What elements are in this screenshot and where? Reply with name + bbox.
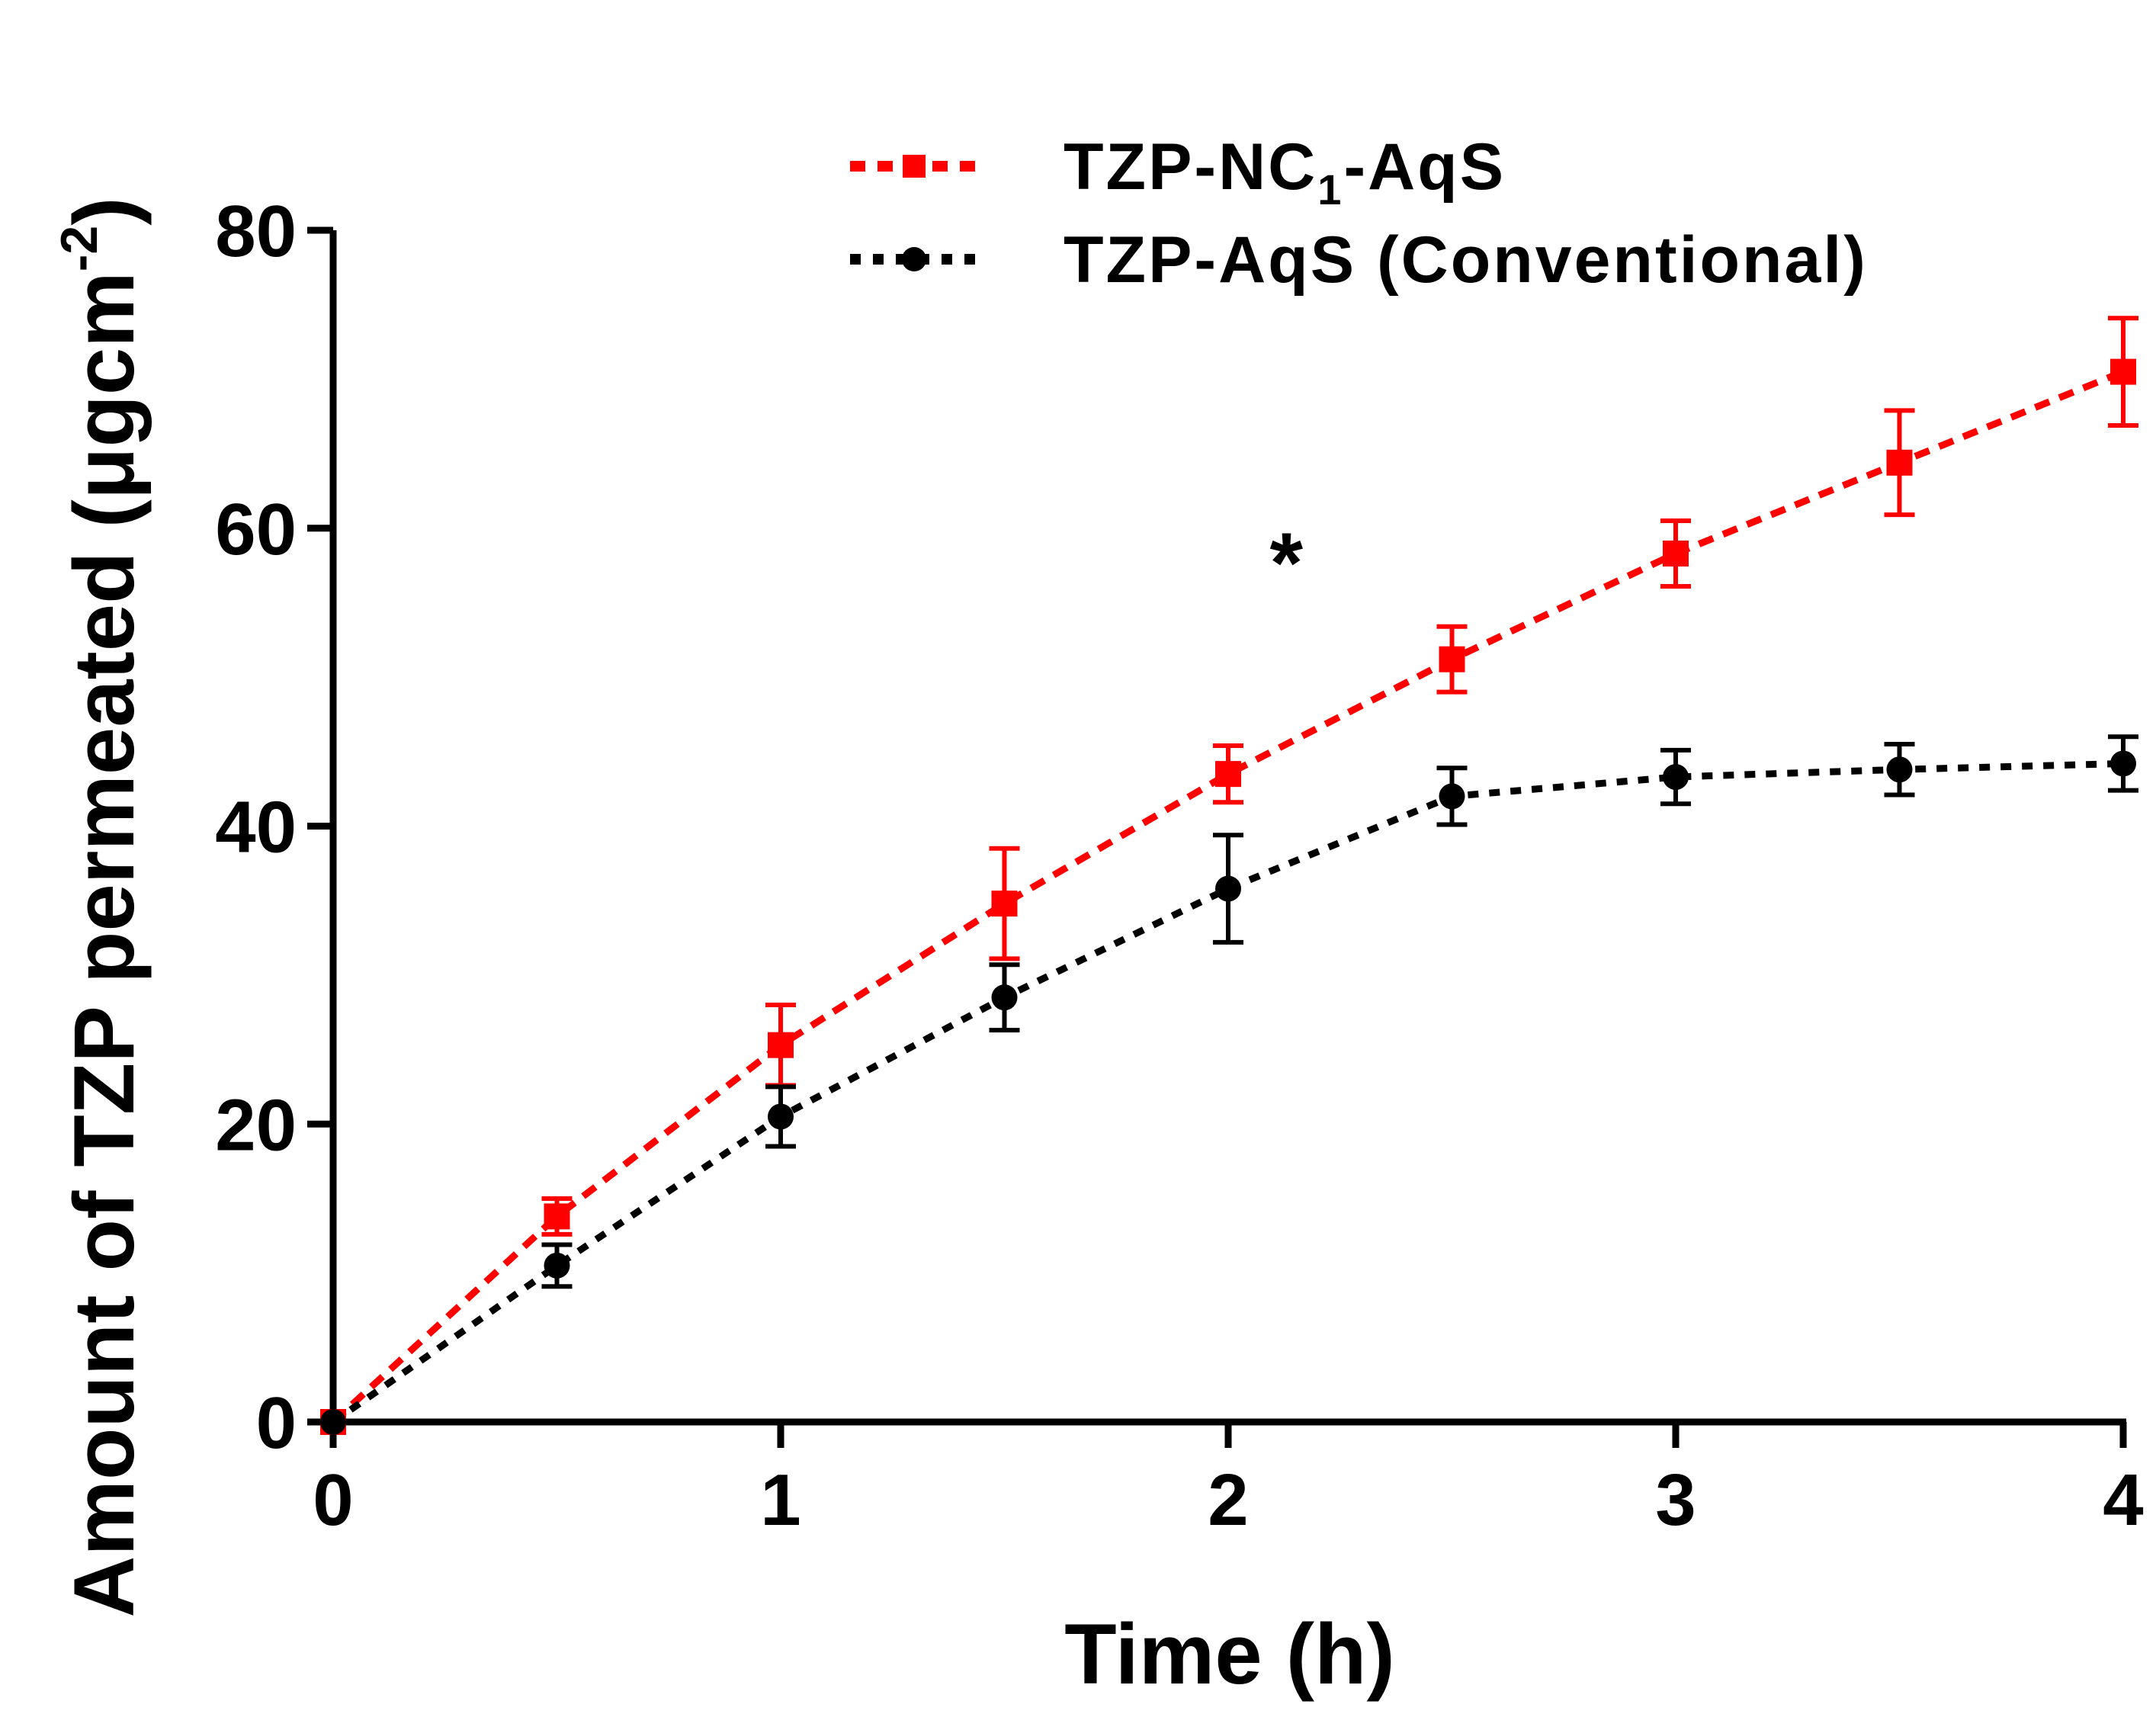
y-tick-label: 0: [256, 1382, 297, 1464]
legend-label-nc1: TZP-NC1-AqS: [1064, 130, 1506, 213]
x-tick-label: 3: [1655, 1459, 1696, 1541]
significance-asterisk: *: [1270, 515, 1304, 611]
data-point-conventional: [1886, 756, 1913, 783]
data-point-nc1: [1215, 761, 1241, 788]
legend-entry-nc1: TZP-NC1-AqS: [850, 130, 1506, 213]
legend-label-nc1-tail: -AqS: [1343, 130, 1506, 204]
legend-label-nc1-sub: 1: [1317, 165, 1343, 213]
series-line-nc1: [330, 368, 2125, 1425]
data-point-nc1: [544, 1203, 570, 1230]
data-point-conventional: [1663, 764, 1689, 791]
legend-label-nc1-main: TZP-NC: [1064, 130, 1317, 204]
data-point-conventional: [768, 1103, 794, 1130]
x-axis-title: Time (h): [1064, 1606, 1395, 1702]
y-axis-title-close: ): [56, 197, 152, 225]
legend-label-conventional: TZP-AqS (Conventional): [1064, 223, 1868, 297]
x-tick-label: 0: [313, 1459, 353, 1541]
legend-marker-nc1: [903, 155, 926, 178]
y-tick-label: 40: [215, 787, 297, 868]
x-tick-label: 2: [1208, 1459, 1248, 1541]
series-conventional: [320, 734, 2138, 1435]
data-point-conventional: [991, 984, 1018, 1011]
data-point-nc1: [768, 1032, 794, 1058]
data-point-nc1: [2110, 358, 2136, 385]
data-point-nc1: [1439, 646, 1465, 672]
data-point-conventional: [320, 1409, 346, 1435]
data-point-conventional: [2110, 750, 2136, 777]
y-tick-label: 20: [215, 1084, 297, 1166]
data-point-nc1: [991, 891, 1018, 917]
data-point-nc1: [1886, 449, 1913, 476]
series-layer: [320, 316, 2138, 1435]
data-point-nc1: [1663, 540, 1689, 567]
y-axis-title-sup: -2: [50, 226, 108, 271]
y-axis-title: Amount of TZP permeated (μgcm-2): [50, 197, 152, 1617]
legend-marker-conventional: [902, 247, 926, 271]
y-axis-title-main: Amount of TZP permeated (μgcm: [56, 271, 152, 1617]
data-point-conventional: [1439, 783, 1465, 810]
legend-entry-conventional: TZP-AqS (Conventional): [850, 223, 1868, 297]
x-tick-label: 1: [760, 1459, 800, 1541]
data-point-conventional: [544, 1252, 570, 1279]
x-tick-label: 4: [2103, 1459, 2143, 1541]
y-tick-label: 80: [215, 191, 297, 272]
y-tick-label: 60: [215, 489, 297, 570]
data-point-conventional: [1215, 875, 1241, 902]
legend: TZP-NC1-AqS TZP-AqS (Conventional): [850, 130, 1868, 297]
